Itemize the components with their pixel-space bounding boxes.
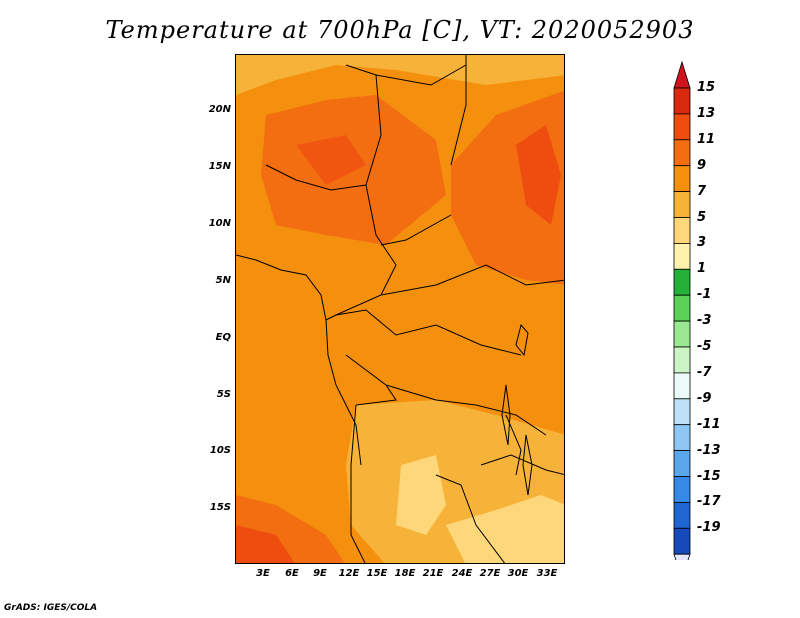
field-13-15-sw	[236, 525, 295, 563]
colorbar-label: 3	[697, 235, 707, 251]
lat-label-10s: 10S	[209, 445, 231, 456]
colorbar-segment	[673, 242, 691, 270]
colorbar-label: 13	[697, 105, 716, 121]
colorbar-segment	[673, 139, 691, 167]
colorbar-over-triangle	[673, 60, 691, 89]
colorbar-label: 5	[697, 209, 707, 225]
field-7-9-north	[236, 55, 564, 95]
lon-label-6e: 6E	[285, 568, 299, 579]
lon-label-3e: 3E	[256, 568, 270, 579]
colorbar-label: 15	[697, 80, 716, 95]
grads-credit: GrADS: IGES/COLA	[4, 603, 98, 613]
colorbar-segment	[673, 501, 691, 529]
country-borders	[265, 55, 564, 563]
lon-label-12e: 12E	[338, 568, 360, 579]
colorbar-label: -5	[697, 339, 712, 354]
colorbar-label: -11	[697, 416, 721, 432]
lon-label-18e: 18E	[394, 568, 416, 579]
colorbar-segment	[673, 320, 691, 348]
colorbar-label: -7	[697, 364, 712, 380]
lat-label-20n: 20N	[208, 104, 231, 115]
colorbar-label: 11	[697, 131, 716, 147]
colorbar-label: 1	[697, 261, 707, 277]
colorbar-segment	[673, 217, 691, 244]
colorbar-segment	[673, 191, 691, 218]
lat-label-15n: 15N	[208, 161, 231, 172]
colorbar-segment	[673, 87, 691, 115]
colorbar-under-triangle	[673, 553, 691, 560]
colorbar-label: -19	[697, 520, 721, 536]
coastline	[236, 254, 362, 466]
lon-label-33e: 33E	[536, 568, 558, 579]
colorbar-label: 9	[697, 157, 707, 173]
lake-malawi	[522, 434, 533, 496]
colorbar-label: -15	[697, 468, 721, 484]
colorbar-segment	[673, 294, 691, 322]
lon-label-24e: 24E	[451, 568, 473, 579]
colorbar-label: -13	[697, 442, 721, 458]
lon-label-30e: 30E	[507, 568, 529, 579]
lake-tanganyika	[501, 384, 511, 446]
lat-label-5s: 5S	[216, 389, 231, 400]
colorbar-label: -17	[697, 494, 721, 510]
lon-label-21e: 21E	[422, 568, 444, 579]
colorbar-label: 7	[697, 183, 707, 199]
lon-label-27e: 27E	[479, 568, 501, 579]
field-5-7-b	[446, 495, 564, 563]
colorbar-segment	[673, 424, 691, 452]
colorbar-label: -9	[697, 390, 712, 406]
lake-victoria	[515, 323, 529, 357]
colorbar	[673, 60, 691, 560]
colorbar-segment	[673, 165, 691, 192]
temperature-map	[235, 54, 565, 564]
colorbar-segment	[673, 527, 691, 555]
colorbar-segment	[673, 113, 691, 141]
map-canvas	[236, 55, 564, 563]
field-13-15-west	[296, 135, 366, 185]
colorbar-segment	[673, 476, 691, 503]
colorbar-segment	[673, 372, 691, 400]
lat-label-15s: 15S	[209, 502, 231, 513]
colorbar-label: -3	[697, 313, 712, 329]
colorbar-segment	[673, 268, 691, 296]
field-5-7-a	[396, 455, 446, 535]
colorbar-segment	[673, 450, 691, 477]
field-13-15-east	[516, 125, 561, 225]
colorbar-segment	[673, 346, 691, 374]
lat-label-eq: EQ	[215, 332, 231, 343]
lat-label-10n: 10N	[208, 218, 231, 229]
lon-label-9e: 9E	[313, 568, 327, 579]
lon-label-15e: 15E	[366, 568, 388, 579]
colorbar-label: -1	[697, 287, 712, 303]
colorbar-segment	[673, 398, 691, 426]
chart-title: Temperature at 700hPa [C], VT: 202005290…	[105, 16, 695, 44]
lat-label-5n: 5N	[215, 275, 231, 286]
